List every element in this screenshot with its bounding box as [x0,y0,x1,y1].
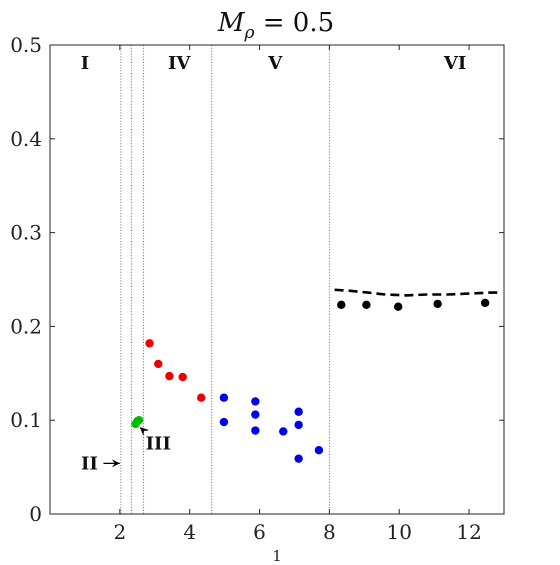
annotation-ii-text: II [81,453,98,474]
annotation-iii-arrow-head [140,427,149,436]
blue-point-6 [279,427,288,436]
blue-point-9 [294,454,303,463]
x-tick-label-2: 2 [113,520,126,544]
blue-point-5 [251,426,260,435]
tick-marks [50,44,504,515]
region-label-vi: VI [443,53,466,74]
y-tick-label-0: 0 [29,502,42,526]
x-tick-label-4: 4 [183,520,196,544]
blue-point-1 [219,393,229,402]
tick-labels: 2 4 6 8 10 12 0 0.1 0.2 0.3 0.4 0.5 [10,33,482,544]
green-point-3 [134,416,144,425]
chart-title-text: Mρ = 0.5 [217,8,334,43]
region-label-v: V [267,53,283,74]
y-tick-label-0-1: 0.1 [10,408,42,432]
dashed-curve [334,288,503,297]
x-tick-label-10: 10 [387,520,412,544]
x-tick-label-12: 12 [456,520,481,544]
y-tick-label-0-4: 0.4 [10,127,42,151]
plot-frame [49,44,505,515]
blue-point-4 [251,410,260,419]
region-labels: I IV V VI [81,53,467,74]
annotation-ii-arrow-head [111,459,120,468]
blue-point-10 [314,446,324,455]
blue-point-3 [251,397,260,406]
data-points [131,298,490,463]
y-tick-label-0-3: 0.3 [10,221,42,245]
chart-title: Mρ = 0.5 [217,8,334,43]
blue-point-8 [294,420,303,430]
region-label-iv: IV [168,53,191,74]
red-point-5 [197,393,206,402]
red-point-2 [154,359,163,369]
y-tick-label-0-2: 0.2 [10,314,42,338]
y-tick-label-0-5: 0.5 [10,33,42,57]
red-point-4 [178,372,187,382]
x-axis-label: 1 [272,547,282,565]
blue-point-7 [294,407,303,416]
x-tick-label-8: 8 [323,520,336,544]
blue-point-2 [219,417,229,427]
black-point-2 [362,300,371,310]
x-tick-label-6: 6 [253,520,266,544]
region-label-i: I [81,53,89,74]
axes-frame [49,44,505,515]
black-point-5 [480,298,490,308]
black-point-4 [433,299,442,309]
annotation-iii-text: III [146,434,171,455]
black-point-1 [337,300,346,310]
black-point-3 [393,302,403,311]
dashed-line [334,288,503,297]
red-point-1 [145,339,154,348]
red-point-3 [165,371,174,381]
